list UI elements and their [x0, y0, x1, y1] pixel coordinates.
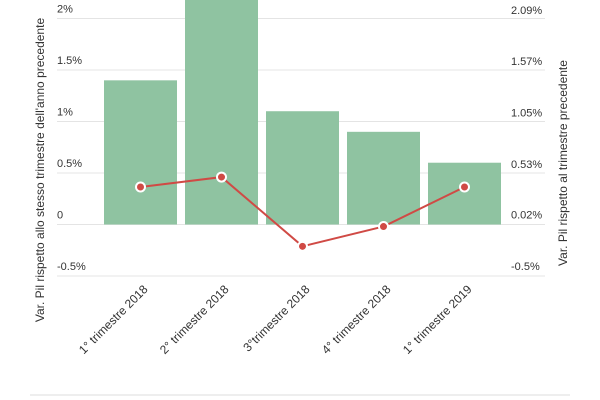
- bar: [347, 131, 420, 225]
- y-tick-label: 2%: [57, 4, 73, 16]
- y2-tick-label: -0.5%: [511, 261, 540, 273]
- y-tick-label: 0: [57, 210, 63, 222]
- y-tick-label: 0.5%: [57, 158, 82, 170]
- x-tick-label: 1° trimestre 2018: [76, 282, 151, 357]
- bar: [266, 111, 339, 225]
- y2-tick-label: 1.05%: [511, 108, 542, 120]
- x-tick-label: 2° trimestre 2018: [157, 282, 232, 357]
- y2-tick-label: 0.53%: [511, 159, 542, 171]
- y-axis-title: Var. Pil rispetto allo stesso trimestre …: [33, 18, 47, 323]
- x-tick-label: 1° trimestre 2019: [400, 282, 475, 357]
- y2-tick-label: 1.57%: [511, 56, 542, 68]
- y2-tick-label: 0.02%: [511, 210, 542, 222]
- bar: [185, 0, 258, 225]
- y-tick-label: 1%: [57, 107, 73, 119]
- y2-tick-label: 2.09%: [511, 5, 542, 17]
- y-tick-label: -0.5%: [57, 261, 86, 273]
- line-point: [297, 240, 308, 252]
- line-point: [459, 181, 470, 193]
- y-tick-label: 1.5%: [57, 55, 82, 67]
- bar: [104, 80, 177, 225]
- x-tick-label: 3°trimestre 2018: [240, 282, 312, 354]
- x-tick-label: 4° trimestre 2018: [319, 282, 394, 357]
- bar: [428, 162, 501, 225]
- y2-axis-title: Var. Pil rispetto al trimestre precedent…: [556, 60, 570, 266]
- line-point: [135, 181, 146, 193]
- line-point: [378, 221, 389, 233]
- line-point: [216, 171, 227, 183]
